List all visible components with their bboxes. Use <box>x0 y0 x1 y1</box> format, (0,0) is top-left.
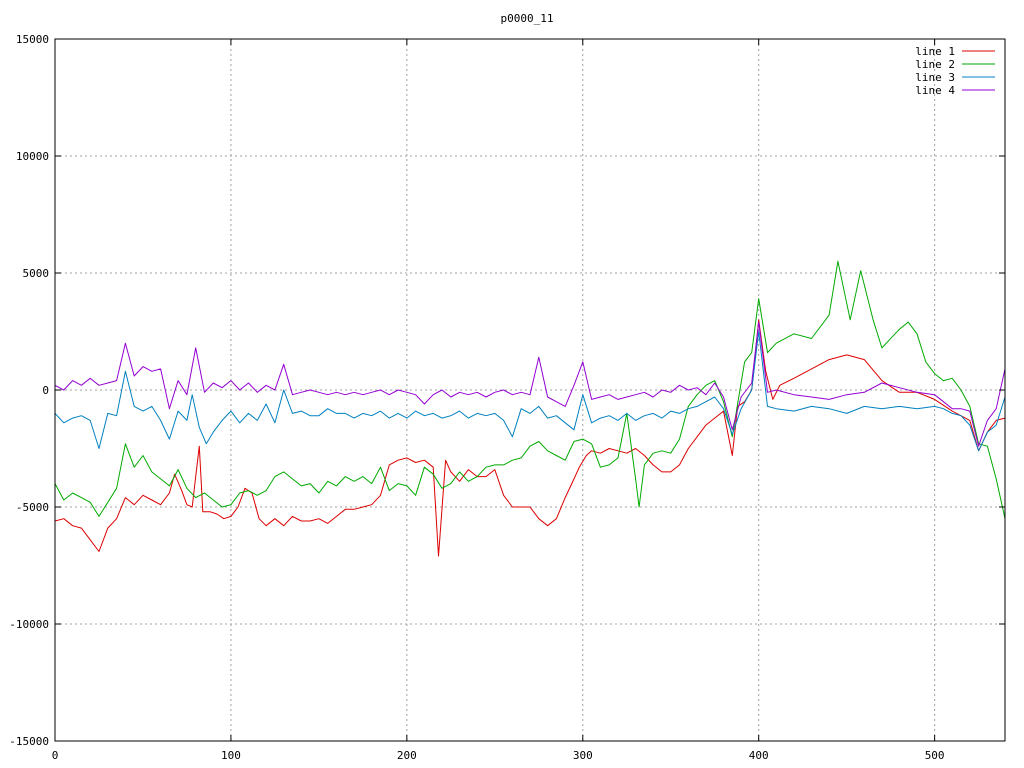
x-tick-label: 300 <box>573 749 593 762</box>
legend-label-2: line 2 <box>915 58 955 71</box>
tick-labels: 0 100 200 300 400 500 -15000 -10000 -5000 0 5000 10… <box>9 33 944 762</box>
y-tick-label: 15000 <box>16 33 49 46</box>
y-tick-label: -5000 <box>16 501 49 514</box>
x-tick-label: 500 <box>925 749 945 762</box>
axis-ticks <box>54 38 1005 742</box>
y-tick-label: 5000 <box>23 267 50 280</box>
series-line-2 <box>54 260 1006 519</box>
series-lines <box>54 260 1006 557</box>
series-line-3 <box>54 331 1006 452</box>
y-tick-label: -10000 <box>9 618 49 631</box>
x-tick-label: 200 <box>397 749 417 762</box>
x-tick-label: 0 <box>52 749 59 762</box>
legend-label-4: line 4 <box>915 84 955 97</box>
y-tick-label: 0 <box>42 384 49 397</box>
grid <box>55 39 1005 741</box>
chart-title: p0000_11 <box>501 12 554 25</box>
legend-label-1: line 1 <box>915 45 955 58</box>
series-line-4 <box>54 321 1006 447</box>
y-tick-label: -15000 <box>9 735 49 748</box>
x-tick-label: 400 <box>749 749 769 762</box>
y-tick-label: 10000 <box>16 150 49 163</box>
legend-label-3: line 3 <box>915 71 955 84</box>
x-tick-label: 100 <box>221 749 241 762</box>
